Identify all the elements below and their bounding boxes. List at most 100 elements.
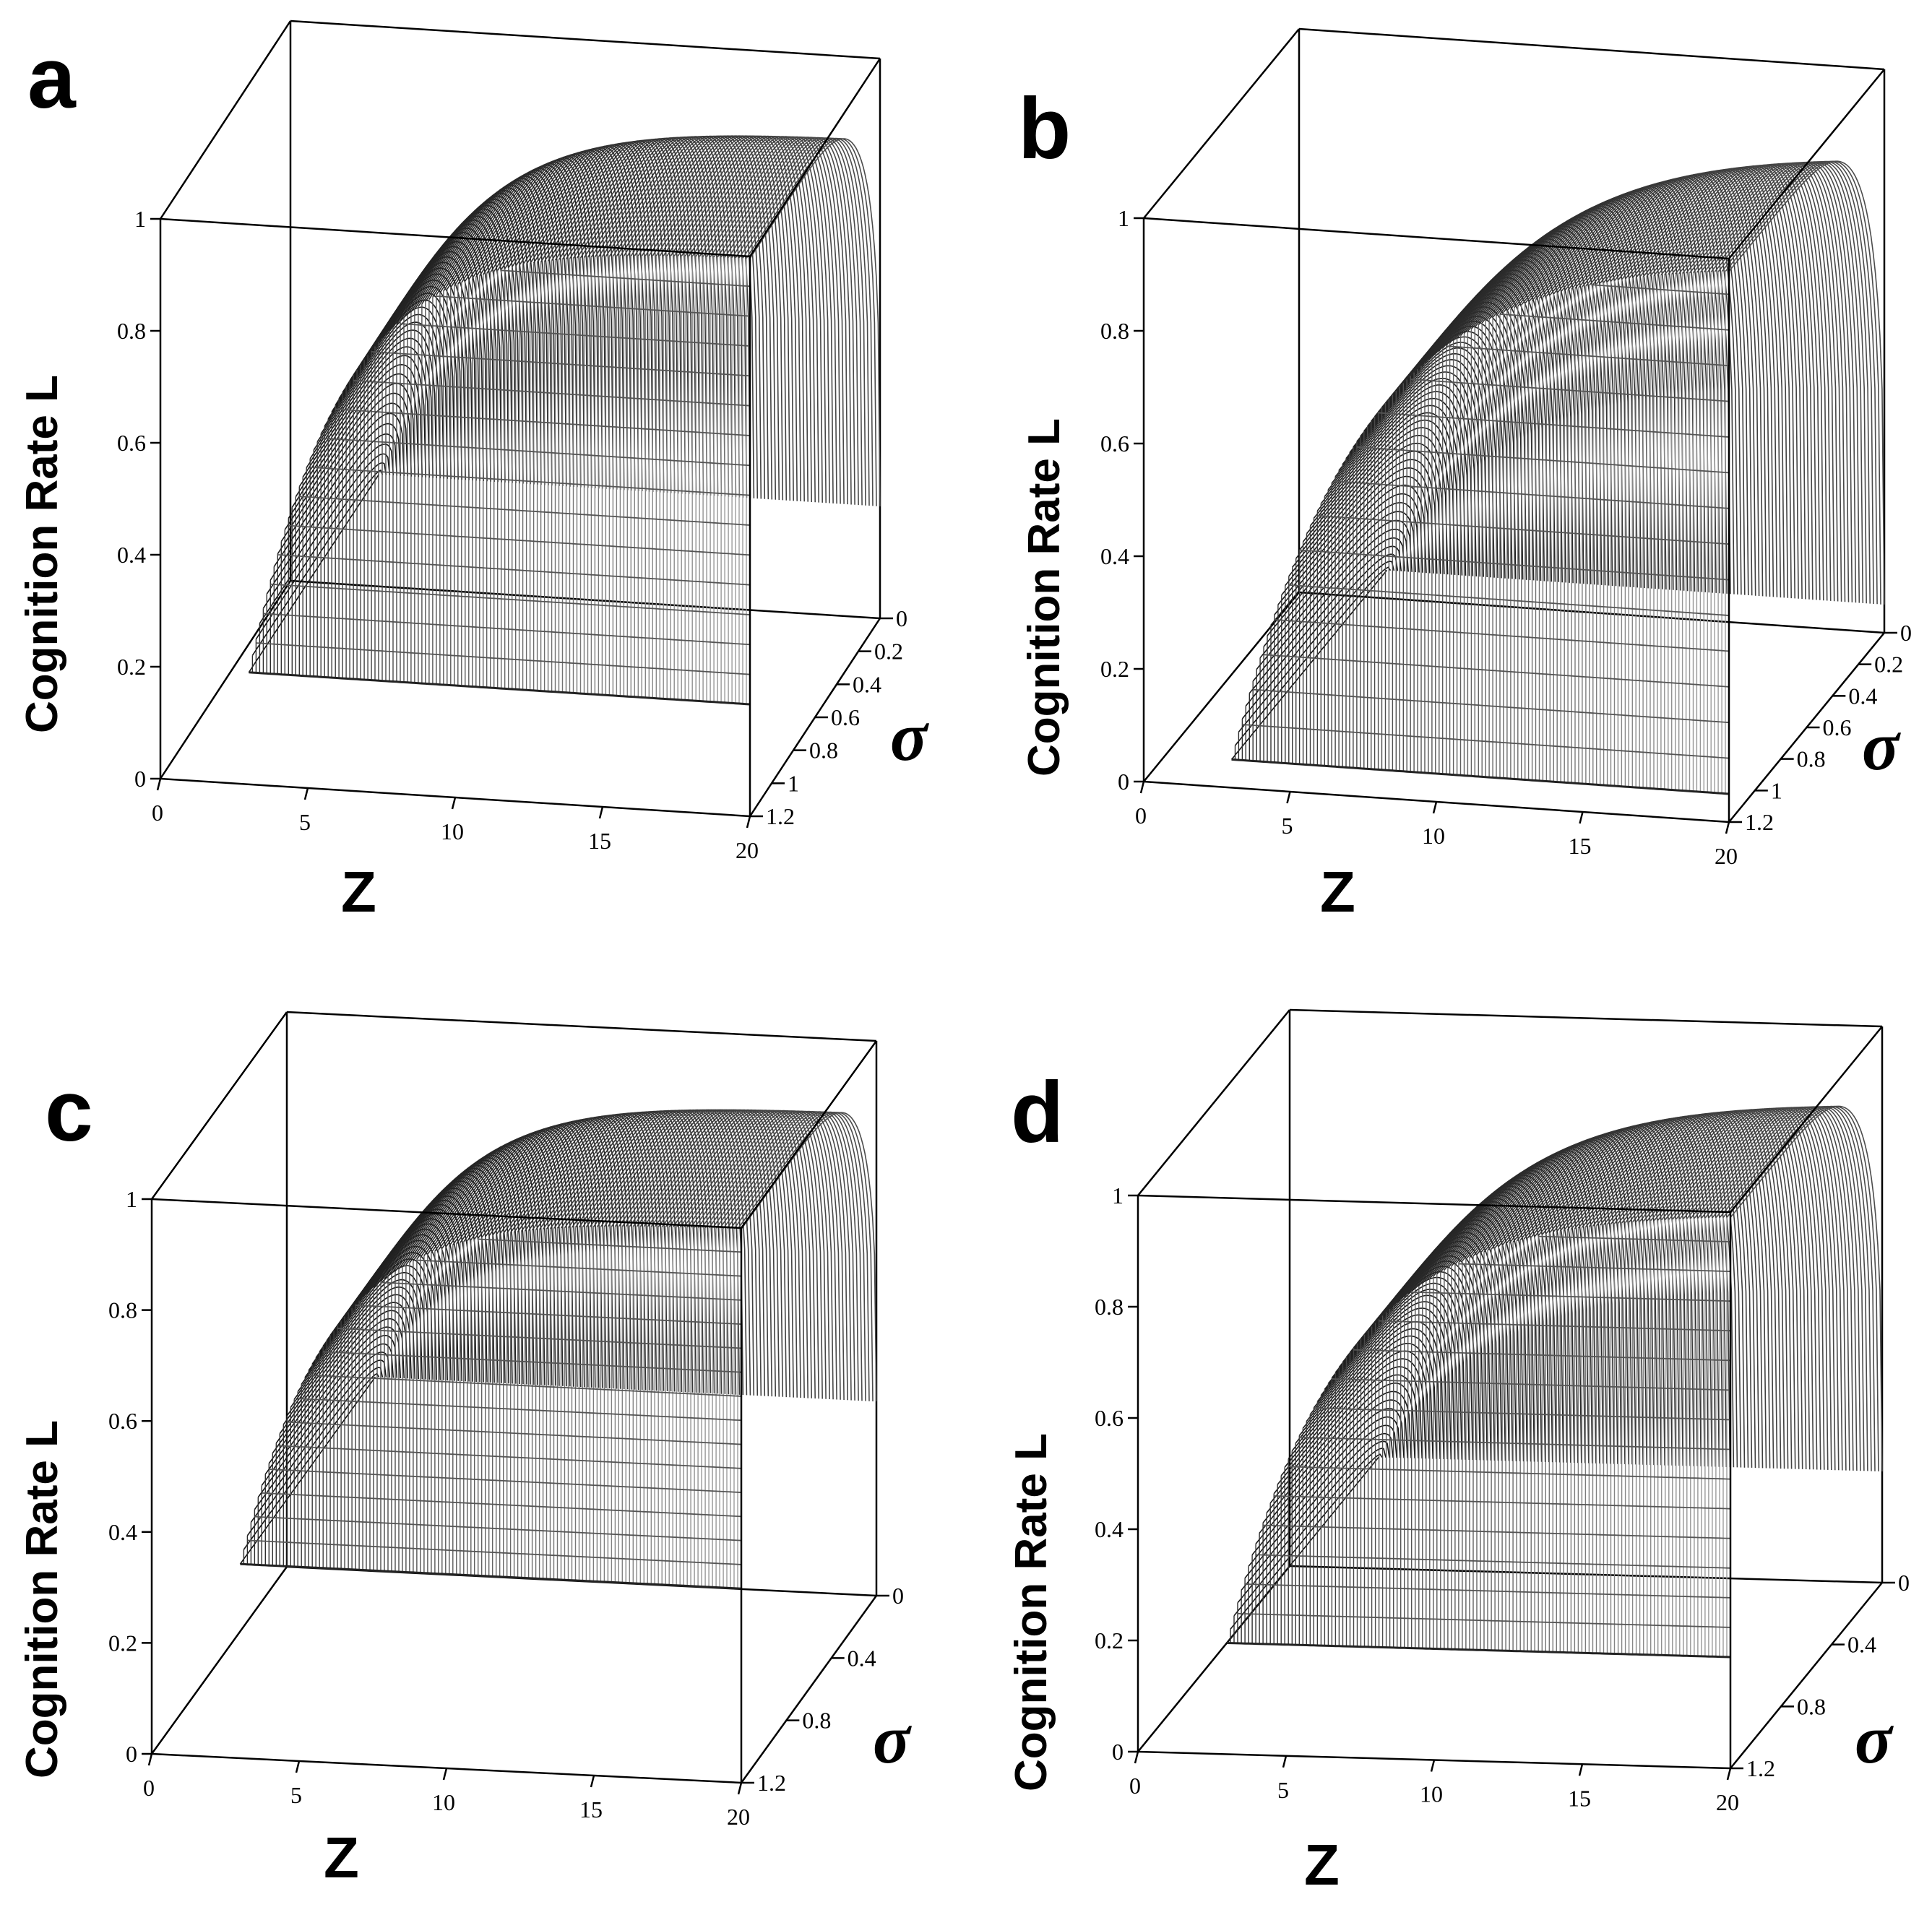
surface-line-sigma: [1624, 168, 1782, 598]
surface-line-sigma: [468, 157, 600, 489]
surface-line-sigma: [735, 137, 866, 506]
surface-line-sigma: [261, 1334, 398, 1486]
surface-line-sigma: [503, 1115, 639, 1391]
surface-line-sigma: [420, 1137, 556, 1386]
surface-line-sigma: [246, 1367, 384, 1536]
box-edge-left-top: [1143, 28, 1300, 219]
surface-contour: [1245, 1583, 1731, 1599]
box-edge-back-bottom: [290, 579, 881, 620]
surface-contour: [436, 295, 751, 317]
box-edge-back-top: [1289, 1008, 1883, 1028]
surface-line-sigma: [684, 136, 816, 503]
z-tick-label: 1: [1118, 205, 1129, 231]
surface-line-sigma: [1661, 1107, 1814, 1470]
surface-line-sigma: [731, 137, 863, 506]
surface-line-sigma: [1728, 160, 1885, 605]
surface-line-sigma: [475, 155, 607, 489]
x-tick-label: 20: [736, 837, 759, 863]
surface-line-sigma: [1320, 377, 1478, 577]
surface-line-sigma: [1574, 176, 1731, 594]
z-tick-label: 0: [134, 766, 146, 792]
surface-line-sigma: [720, 137, 852, 505]
surface-line-sigma: [1721, 160, 1878, 605]
surface-line-sigma: [691, 136, 823, 503]
surface-contour: [1274, 619, 1730, 652]
surface-line-sigma: [1704, 1106, 1858, 1471]
surface-line-sigma: [549, 1111, 686, 1393]
surface-line-sigma: [1531, 188, 1689, 592]
surface-line-sigma: [396, 198, 527, 484]
surface-line-sigma: [1436, 1159, 1590, 1463]
surface-line-sigma: [1527, 189, 1685, 591]
surface-line-sigma: [513, 1114, 650, 1391]
surface-line-sigma: [250, 1359, 387, 1523]
surface-line-sigma: [1617, 168, 1774, 597]
x-axis-label-a: Z: [341, 860, 376, 924]
surface-line-sigma: [529, 142, 661, 493]
x-tick-label: 0: [1129, 1773, 1141, 1799]
sigma-tick-label: 0: [892, 1583, 904, 1609]
x-tick-label: 5: [1277, 1777, 1289, 1803]
box-frame: [159, 20, 881, 779]
surface-line-sigma: [699, 136, 830, 503]
x-tick-label: 0: [1135, 803, 1147, 829]
surface-line-sigma: [655, 135, 788, 501]
surface-line-sigma: [666, 135, 798, 501]
z-axis-label-d: Cognition Rate L: [1006, 1433, 1056, 1791]
surface-contour: [416, 1259, 742, 1277]
panel-label-c: c: [45, 1063, 93, 1159]
sigma-tick-label: 0.8: [1797, 1693, 1826, 1719]
surface-line-sigma: [724, 137, 855, 505]
surface-line-sigma: [1431, 241, 1588, 584]
surface-line-sigma: [447, 166, 578, 488]
sigma-tick-label: 0: [1898, 1570, 1910, 1596]
surface-line-sigma: [1295, 427, 1452, 575]
surface-contour: [400, 323, 751, 347]
surface-contour: [299, 496, 751, 526]
surface-line-sigma: [272, 1310, 409, 1454]
panel-d: 0 0.2 0.4 0.6 0.8 1 0 5 10 15 20 0 0.4 0.8 1.2 d Cogni…: [966, 953, 1932, 1907]
surface-contour: [288, 524, 751, 556]
surface-line-sigma: [1267, 493, 1423, 636]
z-tick-label: 0.2: [117, 654, 146, 680]
surface-line-sigma: [1566, 1117, 1720, 1467]
surface-line-sigma: [538, 1112, 676, 1392]
surface-line-sigma: [659, 135, 791, 501]
surface-line-sigma: [1665, 1107, 1818, 1470]
z-tick-label: 0.6: [108, 1408, 137, 1434]
surface-contour: [1256, 1554, 1731, 1569]
surface-line-sigma: [1567, 178, 1724, 594]
surface-line-sigma: [407, 189, 538, 485]
surface-line-sigma: [1678, 163, 1835, 602]
surface-contour: [1314, 1407, 1731, 1421]
x-tick-label: 10: [1420, 1781, 1443, 1807]
surface-line-sigma: [1334, 353, 1491, 578]
surface-line-sigma: [1692, 162, 1850, 602]
box-edge-right-top: [1728, 69, 1885, 259]
surface-line-sigma: [1577, 1115, 1731, 1468]
surface-line-sigma: [1646, 165, 1803, 600]
surface-contour: [309, 1374, 742, 1397]
surface-contour: [1410, 379, 1730, 402]
surface-contour: [276, 1445, 742, 1469]
surface-line-sigma: [467, 1122, 603, 1388]
surface-line-sigma: [1481, 209, 1638, 588]
surface-line-sigma: [1606, 170, 1764, 597]
surface-line-sigma: [1313, 391, 1470, 576]
surface-line-sigma: [254, 1352, 391, 1510]
surface-bottom-edge: [1226, 1642, 1731, 1659]
surface-contour: [1288, 1466, 1731, 1480]
surface-contour: [1335, 480, 1730, 509]
surface-line-sigma: [1563, 1117, 1717, 1467]
surface-line-sigma: [1256, 519, 1413, 670]
z-tick-label: 1: [1112, 1182, 1124, 1208]
surface-mesh: [1230, 160, 1885, 795]
surface-line-sigma: [670, 135, 801, 502]
x-tick-mark: [451, 797, 457, 810]
box-edge-back-top: [1298, 27, 1885, 71]
z-tick-label: 0.4: [108, 1519, 137, 1545]
x-tick-mark: [1578, 1763, 1584, 1776]
z-tick-label: 0.4: [1095, 1516, 1124, 1542]
